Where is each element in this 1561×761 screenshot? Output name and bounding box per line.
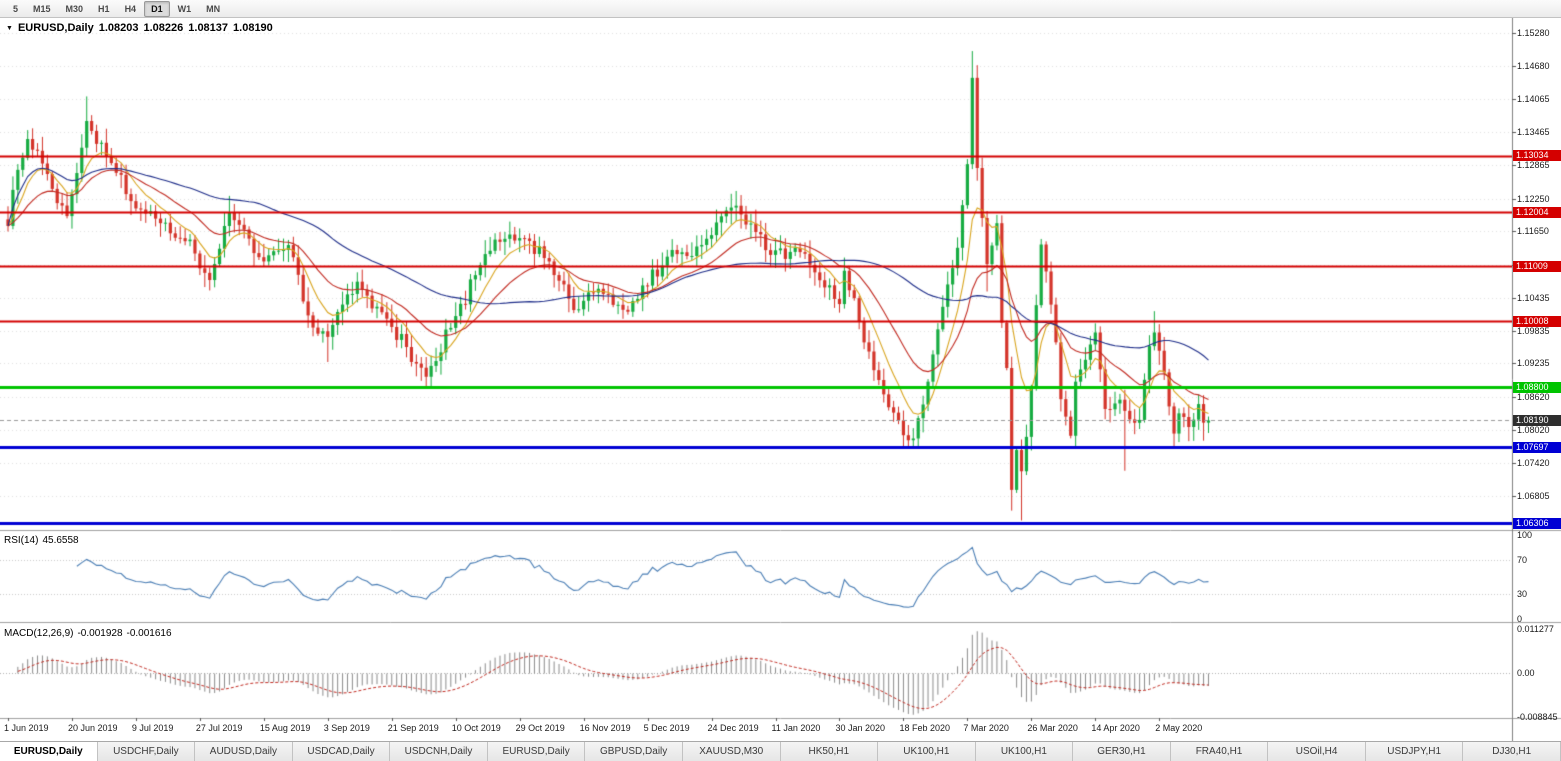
ohlc-close: 1.08190 — [233, 22, 273, 34]
date-axis-label: 11 Jan 2020 — [771, 723, 821, 733]
chart-tab-gbpusd-daily[interactable]: GBPUSD,Daily — [585, 742, 683, 761]
price-axis-tick: 1.11650 — [1517, 226, 1549, 237]
rsi-indicator-label: RSI(14) 45.6558 — [4, 535, 83, 546]
date-axis-label: 27 Jul 2019 — [195, 723, 243, 733]
macd-name: MACD(12,26,9) — [4, 628, 74, 639]
price-axis-tick: 1.06805 — [1517, 491, 1550, 502]
chart-tab-fra40-h1[interactable]: FRA40,H1 — [1170, 742, 1269, 761]
price-chart-canvas[interactable] — [0, 18, 1561, 741]
price-axis-tick: 1.12250 — [1517, 193, 1550, 204]
chart-tab-usdcad-daily[interactable]: USDCAD,Daily — [292, 742, 391, 761]
rsi-axis-tick: 30 — [1517, 588, 1528, 599]
chart-title: ▼ EURUSD,Daily 1.08203 1.08226 1.08137 1.0819… — [6, 22, 278, 34]
date-axis-label: 26 Mar 2020 — [1027, 723, 1078, 733]
price-level-chip-pivot: 1.08800 — [1513, 381, 1561, 393]
macd-axis-tick: -0.008845 — [1517, 712, 1558, 722]
chart-tab-ger30-h1[interactable]: GER30,H1 — [1073, 742, 1171, 761]
price-axis-tick: 1.15280 — [1517, 28, 1550, 39]
timeframe-button-m15[interactable]: M15 — [33, 3, 51, 14]
rsi-axis-tick: 100 — [1517, 530, 1533, 540]
macd-indicator-label: MACD(12,26,9) -0.001928 -0.001616 — [4, 628, 176, 639]
price-level-chip-support: 1.07697 — [1513, 441, 1561, 453]
date-axis-label: 9 Jul 2019 — [131, 723, 174, 733]
ohlc-open: 1.08203 — [98, 22, 139, 34]
date-axis-label: 24 Dec 2019 — [707, 723, 759, 733]
date-axis-label: 21 Sep 2019 — [387, 723, 439, 733]
date-axis-label: 30 Jan 2020 — [835, 723, 886, 733]
rsi-value: 45.6558 — [42, 535, 79, 546]
ohlc-low: 1.08137 — [188, 22, 229, 34]
price-axis-tick: 1.13465 — [1517, 127, 1550, 138]
price-axis-tick: 1.14065 — [1517, 94, 1550, 105]
price-axis-tick: 1.08020 — [1517, 424, 1550, 435]
price-axis-tick: 1.12865 — [1517, 159, 1550, 170]
date-axis-label: 5 Dec 2019 — [643, 723, 690, 733]
rsi-axis-tick: 0 — [1517, 614, 1523, 624]
date-axis-label: 15 Aug 2019 — [259, 723, 311, 733]
price-level-chip-resistance: 1.12004 — [1513, 206, 1561, 218]
date-axis-label: 7 Mar 2020 — [963, 723, 1009, 733]
timeframe-button-mn[interactable]: MN — [206, 3, 221, 14]
macd-axis-tick: 0.011277 — [1517, 624, 1554, 634]
price-axis-tick: 1.08620 — [1517, 391, 1550, 402]
chart-panel[interactable]: ▼ EURUSD,Daily 1.08203 1.08226 1.08137 1.0819… — [0, 18, 1561, 741]
price-axis-tick: 1.09835 — [1517, 325, 1550, 336]
chart-tab-dj30-h1[interactable]: DJ30,H1 — [1463, 742, 1561, 761]
date-axis-label: 2 May 2020 — [1155, 723, 1203, 733]
date-axis-label: 16 Nov 2019 — [579, 723, 631, 733]
timeframe-button-m30[interactable]: M30 — [65, 3, 84, 14]
chart-tab-eurusd-daily[interactable]: EURUSD,Daily — [0, 742, 98, 761]
chart-tab-usdjpy-h1[interactable]: USDJPY,H1 — [1365, 742, 1464, 761]
macd-main-value: -0.001928 — [77, 628, 123, 639]
current-price-chip: 1.08190 — [1513, 414, 1561, 426]
timeframe-button-h1[interactable]: H1 — [98, 3, 110, 14]
macd-axis-tick: 0.00 — [1517, 668, 1535, 678]
price-level-chip-resistance: 1.13034 — [1513, 150, 1561, 162]
price-level-chip-resistance: 1.10008 — [1513, 315, 1561, 327]
timeframe-toolbar: 5 M15 M30 H1 H4 D1 W1 MN — [0, 0, 1561, 18]
date-axis-label: 10 Oct 2019 — [451, 723, 501, 733]
chart-tab-uk100-h1[interactable]: UK100,H1 — [878, 742, 976, 761]
date-axis-label: 3 Sep 2019 — [323, 723, 370, 733]
chart-tab-hk50-h1[interactable]: HK50,H1 — [780, 742, 879, 761]
timeframe-button-5[interactable]: 5 — [13, 3, 19, 14]
price-axis-tick: 1.14680 — [1517, 60, 1550, 71]
date-axis-label: 18 Feb 2020 — [899, 723, 950, 733]
ohlc-high: 1.08226 — [143, 22, 184, 34]
price-axis-tick: 1.10435 — [1517, 292, 1550, 303]
chart-dropdown-icon[interactable]: ▼ — [6, 25, 13, 32]
chart-tab-audusd-daily[interactable]: AUDUSD,Daily — [195, 742, 293, 761]
timeframe-button-h4[interactable]: H4 — [124, 3, 137, 14]
rsi-axis-tick: 70 — [1517, 555, 1528, 566]
price-level-chip-resistance: 1.11009 — [1513, 260, 1561, 272]
date-axis-label: 29 Oct 2019 — [515, 723, 565, 733]
chart-tab-usdchf-daily[interactable]: USDCHF,Daily — [97, 742, 196, 761]
chart-symbol-label: EURUSD,Daily — [17, 22, 94, 34]
price-axis-tick: 1.09235 — [1517, 358, 1550, 369]
chart-tab-xauusd-m30[interactable]: XAUUSD,M30 — [682, 742, 781, 761]
price-level-chip-support: 1.06306 — [1513, 517, 1561, 529]
price-axis-tick: 1.07420 — [1517, 457, 1550, 468]
date-axis-label: 1 Jun 2019 — [4, 723, 49, 733]
chart-tab-eurusd-daily[interactable]: EURUSD,Daily — [487, 742, 586, 761]
chart-tabs-bar: EURUSD,Daily USDCHF,Daily AUDUSD,Daily USDC… — [0, 741, 1561, 761]
date-axis-label: 20 Jun 2019 — [67, 723, 118, 733]
chart-tab-uk100-h1[interactable]: UK100,H1 — [975, 742, 1074, 761]
chart-tab-usoil-h4[interactable]: USOil,H4 — [1268, 742, 1366, 761]
macd-signal-value: -0.001616 — [126, 628, 172, 639]
timeframe-button-d1[interactable]: D1 — [144, 0, 170, 17]
date-axis-label: 14 Apr 2020 — [1091, 723, 1140, 733]
timeframe-button-w1[interactable]: W1 — [177, 3, 192, 14]
rsi-name: RSI(14) — [4, 535, 39, 546]
chart-tab-usdcnh-daily[interactable]: USDCNH,Daily — [390, 742, 488, 761]
